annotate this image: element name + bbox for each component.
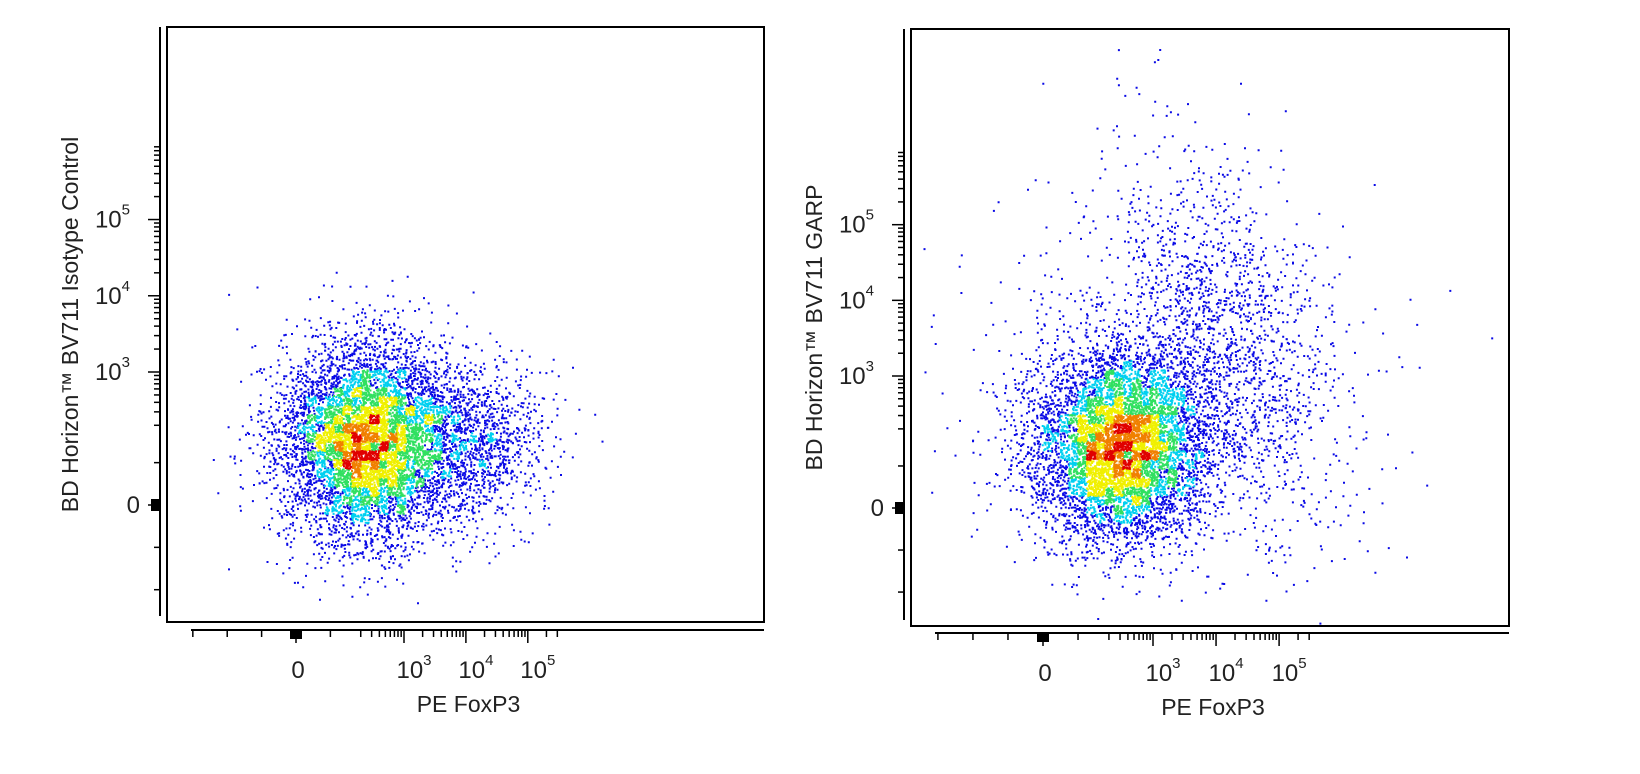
x-zero-marker — [290, 630, 302, 639]
x-tick-label: 105 — [520, 652, 555, 684]
event-dots-density-1 — [297, 369, 497, 524]
x-axis-title: PE FoxP3 — [417, 691, 521, 717]
y-zero-marker — [151, 499, 160, 511]
y-tick-label: 103 — [839, 358, 874, 390]
plot-frame — [166, 26, 765, 623]
event-dots-density-5 — [1086, 423, 1151, 470]
x-axis-title: PE FoxP3 — [1161, 694, 1265, 720]
x-tick-label: 103 — [1145, 655, 1180, 687]
x-tick-label: 103 — [396, 652, 431, 684]
y-tick-label: 105 — [839, 207, 874, 239]
x-tick-label: 105 — [1272, 655, 1307, 687]
event-dots-density-3 — [315, 387, 434, 497]
event-dots-density-4 — [1086, 414, 1160, 479]
event-dots-density-4 — [333, 423, 398, 479]
y-axis-title: BD Horizon™ BV711 Isotype Control — [57, 137, 83, 512]
x-zero-marker — [1037, 633, 1049, 642]
y-tick-label: 105 — [95, 202, 130, 234]
event-dots-density-1 — [1041, 360, 1205, 524]
x-tick-label: 0 — [291, 657, 304, 684]
y-tick-label: 0 — [871, 495, 884, 522]
x-tick-label: 104 — [1209, 655, 1244, 687]
x-tick-label: 0 — [1038, 660, 1051, 687]
y-axis-title: BD Horizon™ BV711 GARP — [801, 185, 827, 471]
x-tick-label: 104 — [458, 652, 493, 684]
event-dots-density-5 — [342, 414, 389, 470]
isotype-control-plot: 0 103 104 105 PE FoxP3 0 103 104 105 BD Horizon™ … — [57, 26, 765, 717]
y-tick-label: 104 — [839, 282, 874, 314]
y-zero-marker — [895, 502, 904, 514]
garp-plot: 0 103 104 105 PE FoxP3 0 103 104 105 BD Horizon™ … — [801, 28, 1510, 720]
y-tick-label: 103 — [95, 354, 130, 386]
plot-frame — [910, 28, 1510, 627]
y-tick-label: 0 — [127, 492, 140, 519]
event-dots-density-2 — [1068, 369, 1178, 515]
y-tick-label: 104 — [95, 278, 130, 310]
event-dots-density-0 — [923, 49, 1494, 625]
